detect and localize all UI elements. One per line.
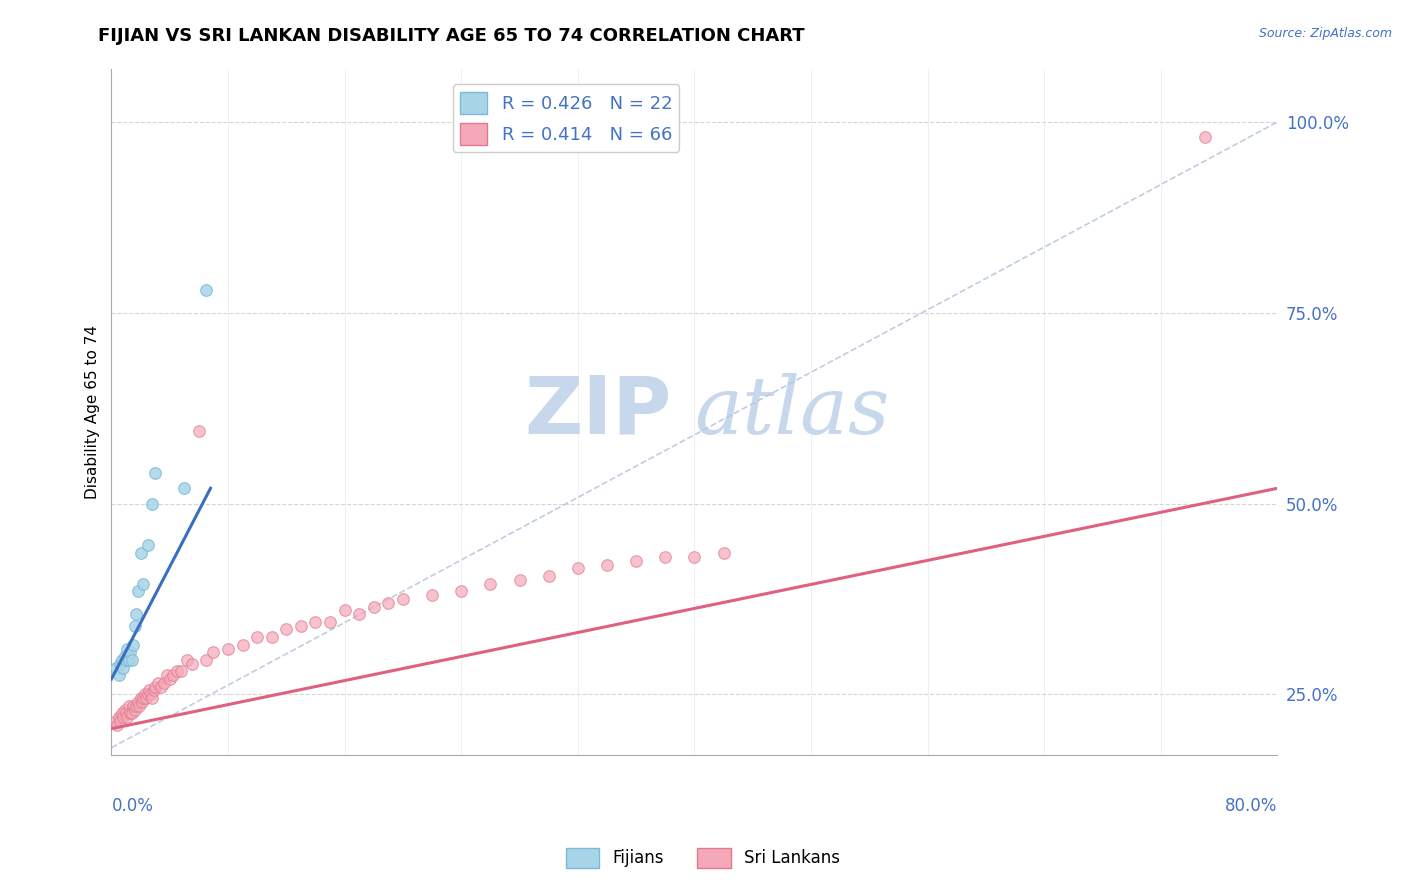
Point — [114, 649, 136, 664]
Point — [450, 584, 472, 599]
Point — [108, 714, 131, 728]
Point — [127, 584, 149, 599]
Point — [124, 618, 146, 632]
Point — [304, 615, 326, 629]
Point — [124, 702, 146, 716]
Point — [180, 657, 202, 671]
Point — [333, 603, 356, 617]
Point — [141, 496, 163, 510]
Point — [166, 665, 188, 679]
Point — [114, 702, 136, 716]
Point — [135, 691, 157, 706]
Point — [107, 710, 129, 724]
Point — [509, 573, 531, 587]
Point — [122, 638, 145, 652]
Point — [162, 668, 184, 682]
Point — [128, 698, 150, 713]
Point — [112, 710, 135, 724]
Point — [115, 706, 138, 721]
Point — [187, 424, 209, 438]
Point — [112, 660, 135, 674]
Point — [347, 607, 370, 622]
Point — [159, 672, 181, 686]
Point — [132, 691, 155, 706]
Point — [195, 283, 218, 297]
Point — [118, 653, 141, 667]
Point — [290, 618, 312, 632]
Point — [105, 718, 128, 732]
Text: FIJIAN VS SRI LANKAN DISABILITY AGE 65 TO 74 CORRELATION CHART: FIJIAN VS SRI LANKAN DISABILITY AGE 65 T… — [98, 27, 806, 45]
Point — [276, 623, 298, 637]
Text: Source: ZipAtlas.com: Source: ZipAtlas.com — [1258, 27, 1392, 40]
Point — [153, 676, 176, 690]
Point — [392, 591, 415, 606]
Point — [156, 668, 179, 682]
Y-axis label: Disability Age 65 to 74: Disability Age 65 to 74 — [86, 325, 100, 499]
Point — [115, 653, 138, 667]
Point — [122, 698, 145, 713]
Point — [118, 698, 141, 713]
Point — [117, 710, 139, 724]
Point — [108, 657, 131, 671]
Point — [110, 706, 132, 721]
Point — [136, 539, 159, 553]
Point — [141, 691, 163, 706]
Legend: R = 0.426   N = 22, R = 0.414   N = 66: R = 0.426 N = 22, R = 0.414 N = 66 — [453, 85, 679, 152]
Point — [176, 653, 198, 667]
Point — [143, 680, 166, 694]
Point — [420, 588, 443, 602]
Point — [129, 691, 152, 706]
Point — [120, 706, 142, 721]
Point — [139, 687, 162, 701]
Point — [127, 695, 149, 709]
Point — [134, 687, 156, 701]
Point — [136, 687, 159, 701]
Point — [624, 554, 647, 568]
Point — [170, 665, 193, 679]
Point — [143, 466, 166, 480]
Point — [129, 546, 152, 560]
Point — [132, 576, 155, 591]
Point — [125, 698, 148, 713]
Point — [146, 676, 169, 690]
Point — [596, 558, 619, 572]
Point — [377, 596, 399, 610]
Point — [713, 546, 735, 560]
Point — [138, 683, 160, 698]
Legend: Fijians, Sri Lankans: Fijians, Sri Lankans — [560, 841, 846, 875]
Point — [125, 607, 148, 622]
Point — [104, 714, 127, 728]
Point — [1194, 130, 1216, 145]
Point — [107, 668, 129, 682]
Point — [195, 653, 218, 667]
Point — [121, 706, 143, 721]
Point — [217, 641, 239, 656]
Text: 0.0%: 0.0% — [111, 797, 153, 814]
Point — [683, 549, 706, 564]
Point — [149, 680, 172, 694]
Point — [537, 569, 560, 583]
Point — [121, 653, 143, 667]
Point — [232, 638, 254, 652]
Point — [246, 630, 269, 644]
Point — [567, 561, 589, 575]
Point — [104, 660, 127, 674]
Point — [363, 599, 385, 614]
Point — [202, 645, 225, 659]
Point — [654, 549, 676, 564]
Text: atlas: atlas — [695, 373, 890, 450]
Point — [120, 645, 142, 659]
Text: ZIP: ZIP — [524, 373, 671, 451]
Point — [131, 695, 153, 709]
Text: 80.0%: 80.0% — [1225, 797, 1278, 814]
Point — [110, 653, 132, 667]
Point — [142, 683, 165, 698]
Point — [479, 576, 502, 591]
Point — [260, 630, 283, 644]
Point — [173, 481, 195, 495]
Point — [117, 641, 139, 656]
Point — [319, 615, 342, 629]
